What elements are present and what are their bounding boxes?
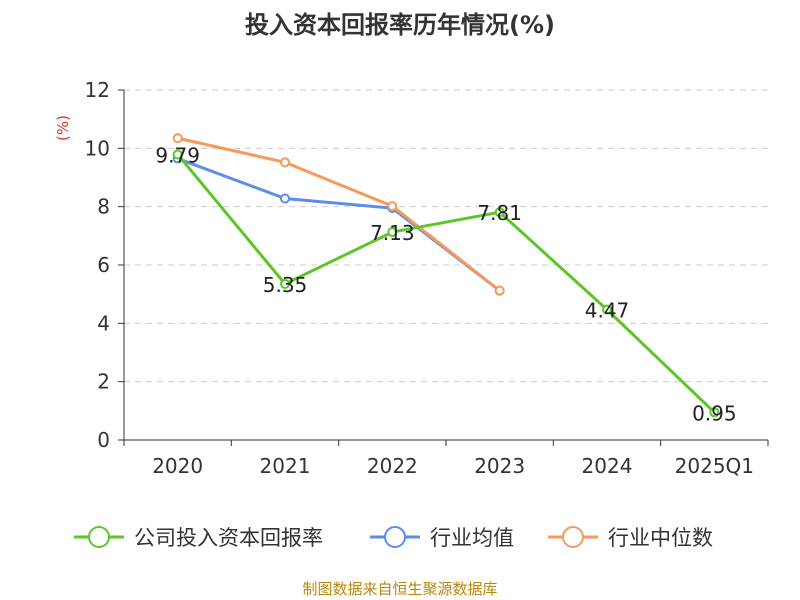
legend-item[interactable]: 行业均值 <box>370 526 514 550</box>
data-point[interactable] <box>172 133 183 144</box>
legend-item[interactable]: 行业中位数 <box>548 526 713 550</box>
legend-label: 行业均值 <box>430 526 514 550</box>
x-tick-label: 2020 <box>152 454 203 478</box>
series-line <box>177 157 501 292</box>
data-point[interactable] <box>172 149 183 160</box>
data-point[interactable] <box>387 227 398 238</box>
data-label: 0.95 <box>692 401 737 425</box>
x-tick-label: 2025Q1 <box>675 454 754 478</box>
series-line <box>176 153 716 414</box>
axes: 0 2 4 6 8 10 12 2020 2021 2022 2023 2024 2025Q1 <box>85 78 769 478</box>
data-label: 4.47 <box>585 299 630 323</box>
legend-marker-icon <box>384 526 406 548</box>
x-tick-label: 2023 <box>474 454 525 478</box>
legend-item[interactable]: 公司投入资本回报率 <box>74 526 323 550</box>
y-tick-label: 12 <box>85 78 110 102</box>
data-point[interactable] <box>280 278 290 289</box>
legend-marker-icon <box>88 526 110 548</box>
source-note: 制图数据来自恒生聚源数据库 <box>302 580 497 598</box>
series-0 <box>172 149 720 418</box>
x-tick-label: 2022 <box>367 454 418 478</box>
y-tick-label: 10 <box>85 136 110 160</box>
y-tick-label: 8 <box>97 195 110 219</box>
data-point[interactable] <box>280 193 290 204</box>
data-label: 7.13 <box>370 221 415 245</box>
legend-label: 行业中位数 <box>608 526 713 550</box>
x-tick-label: 2024 <box>582 454 633 478</box>
y-tick-label: 4 <box>97 311 110 335</box>
chart-title: 投入资本回报率历年情况(%) <box>245 11 555 39</box>
data-point[interactable] <box>494 285 505 296</box>
series-layer <box>172 133 720 418</box>
y-axis-label: (%) <box>54 115 72 141</box>
data-point[interactable] <box>709 407 720 418</box>
data-label: 7.81 <box>477 201 522 225</box>
legend: 公司投入资本回报率 行业均值 行业中位数 <box>74 526 713 550</box>
legend-label: 公司投入资本回报率 <box>134 526 323 550</box>
data-label: 9.79 <box>155 143 200 167</box>
x-tick-label: 2021 <box>260 454 311 478</box>
y-tick-label: 2 <box>97 370 110 394</box>
y-tick-label: 6 <box>97 253 110 277</box>
data-label: 5.35 <box>263 273 308 297</box>
series-1 <box>172 153 505 296</box>
data-point[interactable] <box>387 201 398 212</box>
series-2 <box>172 133 505 296</box>
series-line <box>177 136 501 292</box>
data-point[interactable] <box>494 207 505 218</box>
legend-marker-icon <box>562 526 584 548</box>
gridlines <box>124 89 768 383</box>
data-labels: 9.79 5.35 7.13 7.81 4.47 0.95 <box>155 143 736 425</box>
data-point[interactable] <box>280 157 290 168</box>
y-tick-label: 0 <box>97 428 110 452</box>
data-point[interactable] <box>602 304 612 315</box>
